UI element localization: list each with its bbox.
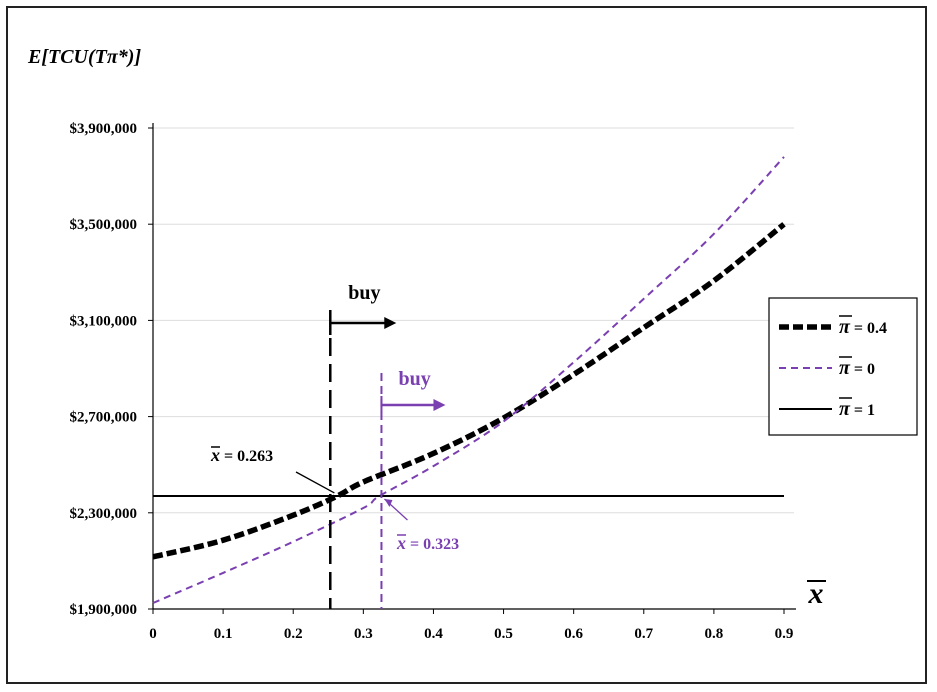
axes: $1,900,000 $2,300,000 $2,700,000 $3,100,000… <box>70 121 826 642</box>
x-tick-label: 0.8 <box>705 626 724 642</box>
x-axis-label: x <box>808 577 824 610</box>
y-tick-label: $2,300,000 <box>70 506 138 522</box>
x-tick-label: 0.4 <box>424 626 443 642</box>
labels: buy buy x = 0.263 x = 0.323 <box>210 282 459 553</box>
y-tick-label: $1,900,000 <box>70 602 138 618</box>
y-tick-label: $3,100,000 <box>70 313 138 329</box>
y-axis-label: E[TCU(Tπ*)] <box>27 46 141 68</box>
x-tick-label: 0.2 <box>284 626 303 642</box>
buy-label-black: buy <box>348 282 380 304</box>
x-tick-label: 0.5 <box>494 626 513 642</box>
x-tick-label: 0 <box>149 626 157 642</box>
annotation-0323-text: x = 0.323 <box>396 533 459 553</box>
buy-label-purple: buy <box>398 368 430 390</box>
legend-label-0: π = 0.4 <box>839 316 887 338</box>
legend-label-1: π = 0 <box>839 357 875 379</box>
annotation-0323: x = 0.323 <box>396 533 459 553</box>
x-tick-label: 0.9 <box>775 626 794 642</box>
legend-box <box>768 297 918 436</box>
buy-arrow-purple-head <box>433 399 446 411</box>
gridlines <box>153 127 794 514</box>
series-line-1 <box>152 156 785 604</box>
y-tick-label: $2,700,000 <box>70 410 138 426</box>
series-line-0 <box>152 222 786 560</box>
x-tick-label: 0.3 <box>354 626 373 642</box>
annotation-0263-pointer <box>295 471 335 494</box>
x-tick-label: 0.7 <box>634 626 653 642</box>
annotation-0323-pointer-head <box>384 498 393 507</box>
reference-lines <box>329 310 446 609</box>
y-tick-label: $3,500,000 <box>70 217 138 233</box>
y-tick-label: $3,900,000 <box>70 121 138 137</box>
buy-arrow-black-head <box>384 317 397 329</box>
series-layer <box>152 156 786 604</box>
annotation-0263-text: x = 0.263 <box>210 445 273 465</box>
legend: π = 0.4 π = 0 π = 1 <box>768 297 918 436</box>
legend-label-2: π = 1 <box>839 398 875 420</box>
x-tick-label: 0.1 <box>214 626 233 642</box>
x-tick-label: 0.6 <box>564 626 583 642</box>
annotation-0263: x = 0.263 <box>210 445 273 465</box>
